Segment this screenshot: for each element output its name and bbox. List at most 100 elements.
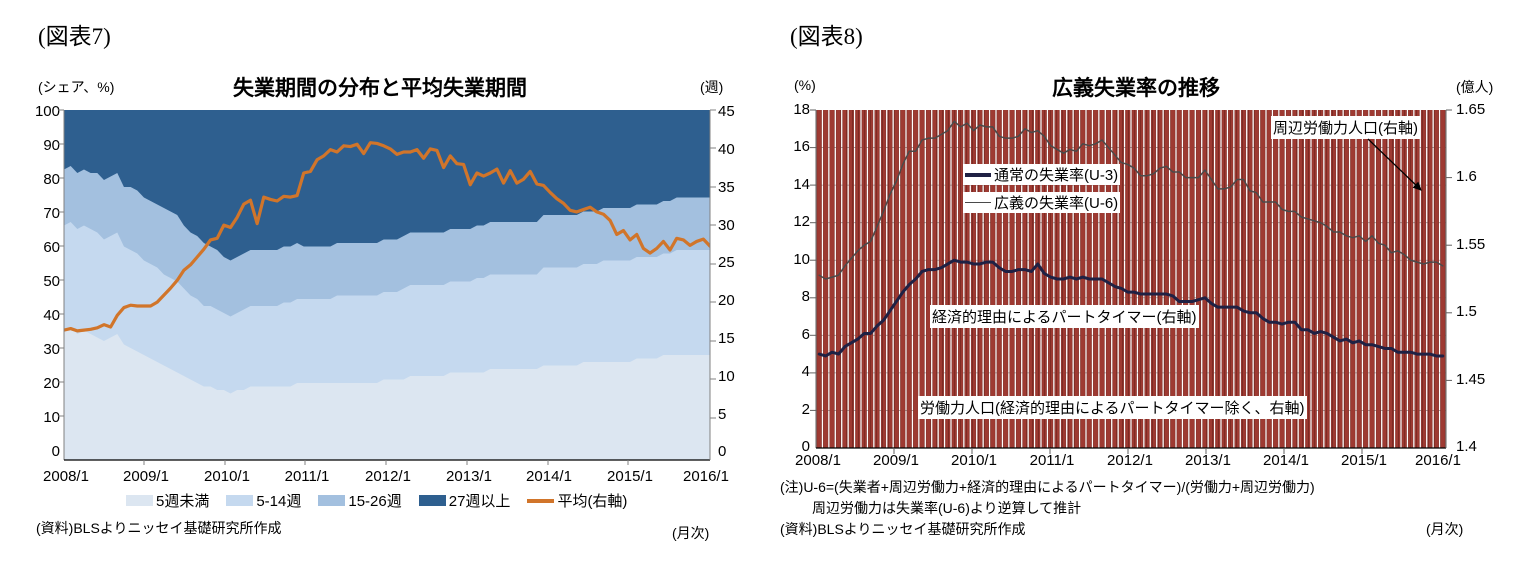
legend-label-u6: 広義の失業率(U-6) (994, 195, 1119, 212)
legend-label-5to14w: 5-14週 (256, 493, 302, 510)
legend-item-27wplus: 27週以上 (418, 490, 511, 511)
figure-8-rtick-165: 1.65 (1456, 101, 1486, 118)
figure-7-left-unit: (シェア、%) (38, 79, 115, 95)
annotation-arrow-fringe-icon (1367, 138, 1422, 191)
figure-8-ytick-0: 0 (801, 438, 810, 455)
annotation-economic-part-timers: 経済的理由によるパートタイマー(右軸) (930, 305, 1199, 328)
figure-7-rtick-40: 40 (718, 141, 735, 158)
figure-8-xtick-4: 2012/1 (1107, 452, 1153, 469)
figure-7-frequency: (月次) (672, 525, 710, 541)
figure-7-right-unit: (週) (700, 79, 724, 95)
figure-7-label: (図表7) (38, 24, 111, 49)
figure-7-ytick-60: 60 (43, 239, 60, 256)
figure-8-xtick-5: 2013/1 (1185, 452, 1231, 469)
figure-8-xtick-0: 2008/1 (795, 452, 841, 469)
figure-7-title: 失業期間の分布と平均失業期間 (233, 77, 527, 100)
figure-8-axes (810, 109, 1452, 454)
legend-label-27wplus: 27週以上 (448, 493, 511, 510)
figure-7-ytick-90: 90 (43, 137, 60, 154)
legend-label-under5w: 5週未満 (156, 493, 210, 510)
figure-7-rtick-45: 45 (718, 103, 735, 120)
figure-8-legend-u6: 広義の失業率(U-6) (963, 192, 1121, 213)
figure-8-label: (図表8) (790, 24, 863, 49)
figure-8-xtick-1: 2009/1 (873, 452, 919, 469)
figure-7-ytick-30: 30 (43, 341, 60, 358)
figure-7-ytick-20: 20 (43, 375, 60, 392)
figure-7-xtick-1: 2009/1 (123, 468, 169, 485)
figure-7-panel: (図表7) 失業期間の分布と平均失業期間 (シェア、%) (週) 100 90 … (34, 24, 735, 541)
figure-7-xtick-5: 2013/1 (446, 468, 492, 485)
figure-8-rtick-145: 1.45 (1456, 371, 1486, 388)
figure-8-legend-u3: 通常の失業率(U-3) (963, 164, 1121, 185)
legend-label-15to26w: 15-26週 (348, 493, 402, 510)
figure-7-ytick-70: 70 (43, 205, 60, 222)
legend-label-u3: 通常の失業率(U-3) (994, 167, 1119, 184)
legend-swatch-under5w-icon (126, 495, 153, 506)
legend-item-15to26w: 15-26週 (318, 490, 402, 511)
figure-7-xtick-4: 2012/1 (365, 468, 411, 485)
figure-8-rtick-160: 1.6 (1456, 168, 1477, 185)
figure-8-ytick-6: 6 (801, 326, 810, 343)
figure-8-ytick-4: 4 (801, 363, 810, 380)
figure-7-ytick-100: 100 (34, 103, 60, 120)
legend-swatch-average-icon (527, 498, 555, 503)
figure-7-xtick-8: 2016/1 (683, 468, 729, 485)
figure-7-rtick-0: 0 (718, 443, 727, 460)
legend-swatch-u6-icon (965, 201, 991, 204)
figure-7-rtick-25: 25 (718, 254, 735, 271)
figure-8-ytick-18: 18 (793, 101, 810, 118)
figure-7-rtick-20: 20 (718, 292, 735, 309)
figure-7-axes (58, 109, 716, 465)
legend-swatch-15to26w-icon (318, 495, 346, 506)
figure-7-rtick-35: 35 (718, 179, 735, 196)
figure-7-ytick-80: 80 (43, 171, 60, 188)
figure-7-rtick-15: 15 (718, 330, 735, 347)
figure-7-xtick-2: 2010/1 (204, 468, 250, 485)
figure-8-right-unit: (億人) (1456, 79, 1494, 95)
figure-8-xtick-8: 2016/1 (1415, 452, 1461, 469)
figure-7-rtick-5: 5 (718, 406, 727, 423)
figure-8-ytick-14: 14 (793, 176, 810, 193)
figure-8-note-2: 周辺労働力は失業率(U-6)より逆算して推計 (812, 500, 1082, 516)
legend-swatch-5to14w-icon (226, 495, 254, 506)
legend-item-average: 平均(右軸) (527, 490, 627, 511)
figure-8-ytick-10: 10 (793, 251, 810, 268)
figure-8-ytick-8: 8 (801, 288, 810, 305)
figure-8-note-1: (注)U-6=(失業者+周辺労働力+経済的理由によるパートタイマー)/(労働力+… (780, 479, 1315, 495)
annotation-fringe-labor-force: 周辺労働力人口(右軸) (1271, 116, 1420, 139)
legend-swatch-27wplus-icon (418, 495, 446, 506)
figure-7-ytick-10: 10 (43, 409, 60, 426)
figure-8-plot (816, 110, 1446, 448)
figure-8-panel: (図表8) 広義失業率の推移 (%) (億人) 18 16 14 12 10 8… (766, 0, 1529, 569)
figure-8-rtick-150: 1.5 (1456, 303, 1477, 320)
figure-8-xtick-3: 2011/1 (1029, 452, 1075, 469)
figure-7-xtick-6: 2014/1 (526, 468, 572, 485)
legend-item-5to14w: 5-14週 (226, 490, 301, 511)
figure-7-xtick-7: 2015/1 (607, 468, 653, 485)
figure-7-source: (資料)BLSよりニッセイ基礎研究所作成 (36, 520, 282, 536)
legend-label-average: 平均(右軸) (557, 493, 628, 510)
figure-7-ytick-0: 0 (51, 443, 60, 460)
figure-8-title: 広義失業率の推移 (1052, 77, 1220, 100)
figure-7-xtick-0: 2008/1 (43, 468, 89, 485)
figure-7-ytick-40: 40 (43, 307, 60, 324)
figure-8-rtick-140: 1.4 (1456, 438, 1477, 455)
figure-8-ytick-12: 12 (793, 213, 810, 230)
figure-8-frequency: (月次) (1426, 521, 1464, 537)
figure-7-rtick-30: 30 (718, 217, 735, 234)
figure-7-xtick-3: 2011/1 (284, 468, 330, 485)
figure-8-ytick-2: 2 (801, 401, 810, 418)
figure-8-xtick-2: 2010/1 (951, 452, 997, 469)
figure-8-rtick-155: 1.55 (1456, 236, 1486, 253)
figure-7-ytick-50: 50 (43, 273, 60, 290)
figure-8-xtick-7: 2015/1 (1341, 452, 1387, 469)
legend-item-under5w: 5週未満 (126, 490, 209, 511)
figure-7-legend: 5週未満 5-14週 15-26週 27週以上 平均(右軸) (126, 490, 644, 511)
figure-7-plot (64, 110, 710, 460)
figure-8-source: (資料)BLSよりニッセイ基礎研究所作成 (780, 521, 1026, 537)
annotation-labor-force-excl: 労働力人口(経済的理由によるパートタイマー除く、右軸) (918, 396, 1307, 419)
figure-8-xtick-6: 2014/1 (1263, 452, 1309, 469)
figure-8-ytick-16: 16 (793, 138, 810, 155)
legend-swatch-u3-icon (965, 172, 991, 177)
